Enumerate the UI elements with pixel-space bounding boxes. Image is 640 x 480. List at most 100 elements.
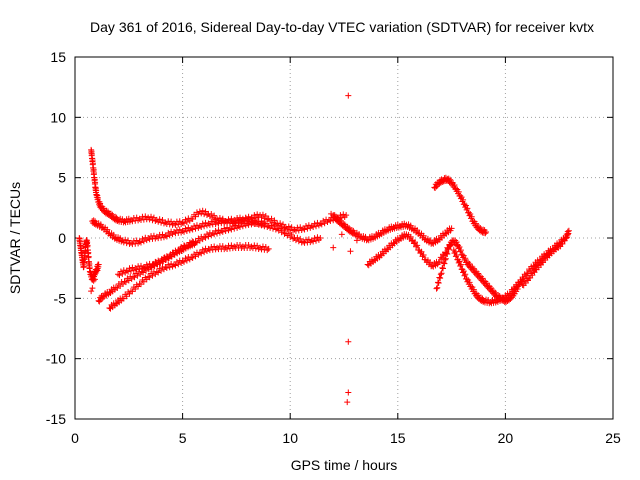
data-point	[452, 248, 459, 255]
data-point	[90, 277, 97, 284]
data-point	[249, 218, 256, 225]
data-point	[133, 237, 140, 244]
data-point	[284, 226, 291, 233]
data-point	[565, 227, 572, 234]
data-point	[219, 228, 226, 235]
data-point	[439, 264, 446, 271]
x-axis-ticks: 0 5 10 15 20 25	[71, 57, 621, 446]
data-point	[143, 261, 150, 268]
x-tick-label: 10	[282, 430, 298, 446]
data-point	[202, 234, 209, 241]
data-point	[560, 236, 567, 243]
data-point	[488, 284, 495, 291]
x-tick-label: 0	[71, 430, 79, 446]
data-point	[439, 265, 446, 272]
data-point	[414, 242, 421, 249]
data-point	[563, 234, 570, 241]
data-point	[345, 92, 352, 99]
data-point	[453, 239, 460, 246]
data-point	[466, 260, 473, 267]
data-point	[313, 237, 320, 244]
data-point	[211, 218, 218, 225]
data-point	[145, 273, 152, 280]
data-point	[564, 231, 571, 238]
data-point	[121, 278, 128, 285]
data-point	[452, 185, 459, 192]
data-point	[236, 241, 243, 248]
data-point	[461, 201, 468, 208]
data-point	[183, 219, 190, 226]
data-point	[412, 239, 419, 246]
data-point	[222, 228, 229, 235]
data-point	[463, 276, 470, 283]
data-point	[199, 220, 206, 227]
data-point	[239, 223, 246, 230]
data-point	[175, 261, 182, 268]
data-point	[181, 228, 188, 235]
data-point	[333, 213, 340, 220]
data-point	[145, 264, 152, 271]
data-point	[122, 236, 129, 243]
data-point	[95, 261, 102, 268]
data-point	[483, 280, 490, 287]
data-point	[146, 260, 153, 267]
data-point	[91, 276, 98, 283]
data-point	[150, 232, 157, 239]
data-point	[462, 255, 469, 262]
data-point	[236, 224, 243, 231]
data-point	[419, 253, 426, 260]
data-point	[211, 212, 218, 219]
data-point	[193, 222, 200, 229]
data-point	[198, 250, 205, 257]
data-point	[462, 202, 469, 209]
data-point	[468, 213, 475, 220]
data-point	[280, 221, 287, 228]
data-point	[436, 274, 443, 281]
data-point	[153, 261, 160, 268]
data-point	[142, 265, 149, 272]
data-point	[202, 219, 209, 226]
data-point	[475, 270, 482, 277]
data-point	[441, 260, 448, 267]
data-point	[452, 253, 459, 260]
data-point	[470, 218, 477, 225]
data-point	[445, 175, 452, 182]
data-point	[467, 210, 474, 217]
y-tick-label: -5	[54, 290, 67, 306]
data-point	[310, 224, 317, 231]
data-point	[475, 223, 482, 230]
data-point	[130, 273, 137, 280]
data-point	[181, 220, 188, 227]
data-point	[159, 231, 166, 238]
data-point	[340, 220, 347, 227]
data-point	[414, 227, 421, 234]
data-point	[314, 234, 321, 241]
data-point	[328, 210, 335, 217]
data-point	[345, 389, 352, 396]
data-point	[317, 235, 324, 241]
data-point	[457, 192, 464, 199]
data-point	[228, 215, 235, 222]
data-point	[456, 243, 463, 250]
data-point	[302, 223, 309, 230]
data-point	[427, 259, 434, 266]
data-point	[203, 211, 210, 218]
data-point	[89, 285, 96, 292]
data-points	[76, 92, 572, 406]
data-point	[479, 275, 486, 282]
data-point	[140, 238, 147, 245]
data-point	[434, 279, 441, 286]
data-point	[231, 225, 238, 232]
data-point	[442, 230, 449, 237]
data-point	[478, 294, 485, 301]
data-point	[251, 212, 258, 219]
data-point	[158, 257, 165, 264]
data-point	[448, 179, 455, 186]
data-point	[195, 211, 202, 218]
data-point	[467, 283, 474, 290]
data-point	[483, 228, 490, 235]
data-point	[267, 224, 274, 231]
data-point	[181, 258, 188, 265]
data-point	[318, 221, 325, 228]
